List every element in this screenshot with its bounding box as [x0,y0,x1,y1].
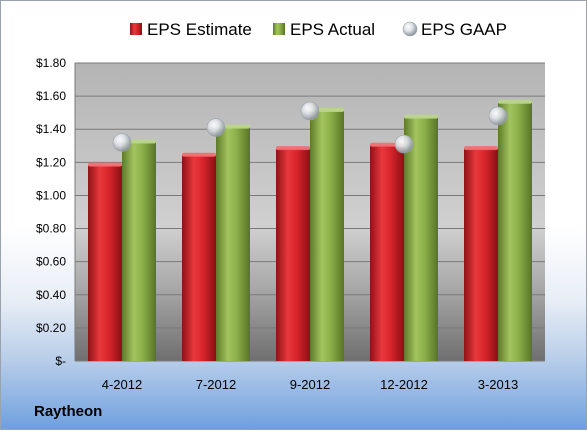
actual-bar [310,111,344,361]
estimate-bar [276,149,310,361]
legend-label: EPS GAAP [421,20,507,39]
actual-bar-top [404,114,438,119]
x-tick-label: 9-2012 [290,377,330,392]
actual-bar [122,142,156,361]
legend-swatch [402,21,418,37]
gaap-markers [112,101,508,154]
estimate-bar [370,145,404,361]
y-tick-label: $0.20 [36,321,66,335]
x-tick-label: 7-2012 [196,377,236,392]
gaap-marker [394,134,414,154]
actual-bar-top [498,99,532,104]
y-tick-label: $1.20 [36,155,66,169]
gaap-marker [112,133,132,152]
y-tick-label: $1.60 [36,89,66,103]
estimate-bar-top [464,146,498,151]
estimate-bar [182,155,216,361]
y-tick-label: $0.40 [36,288,66,302]
gaap-marker [206,118,226,137]
legend-label: EPS Actual [290,20,375,39]
legend: EPS Estimate EPS Actual EPS GAAP [130,20,507,39]
y-tick-label: $1.40 [36,122,66,136]
y-tick-label: $1.80 [36,56,66,70]
company-name: Raytheon [34,403,103,420]
legend-swatch [273,23,285,35]
estimate-bar-top [182,152,216,157]
estimate-bar-top [88,162,122,167]
y-tick-label: $1.00 [36,188,66,202]
estimate-bar-top [276,146,310,151]
y-tick-label: $0.80 [36,222,66,236]
gaap-marker [488,106,508,126]
actual-bar [404,117,438,361]
actual-bar [216,127,250,361]
estimate-bar [88,165,122,361]
actual-bar [498,102,532,361]
legend-swatch [130,23,142,35]
x-tick-label: 12-2012 [380,377,428,392]
x-axis-labels: 4-2012 7-2012 9-2012 12-2012 3-2013 [102,377,518,392]
x-tick-label: 3-2013 [478,377,518,392]
y-axis-ticks: $- $0.20 $0.40 $0.60 $0.80 $1.00 $1.20 $1.40 $1.… [36,56,66,368]
y-tick-label: $- [55,354,66,368]
x-tick-label: 4-2012 [102,377,142,392]
y-tick-label: $0.60 [36,255,66,269]
gaap-marker [300,101,320,121]
estimate-bar [464,149,498,361]
legend-label: EPS Estimate [147,20,252,39]
